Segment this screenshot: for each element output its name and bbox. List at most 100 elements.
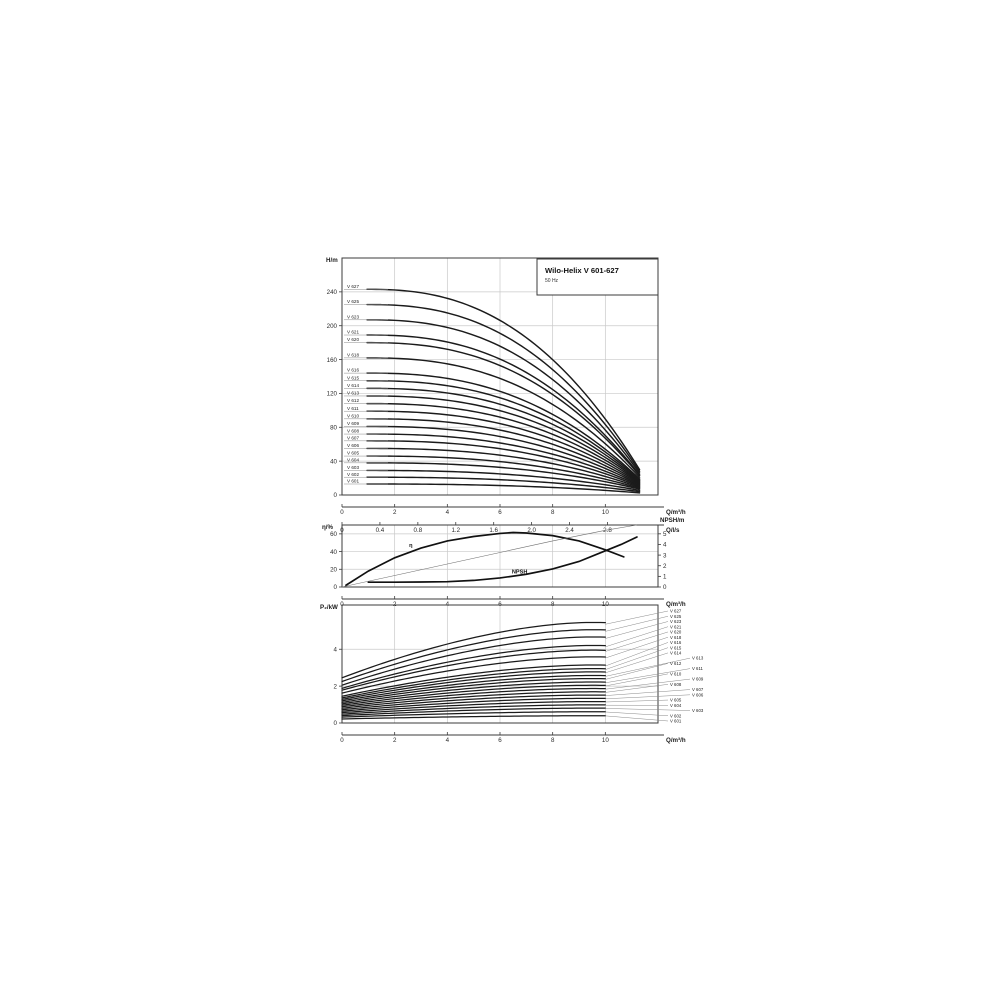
head-curve-v603 [366,469,641,492]
head-label-v604: V 604 [347,457,359,462]
head-label-v606: V 606 [347,443,359,448]
head-label-v605: V 605 [347,451,359,456]
head-curve-v607 [366,440,641,488]
npsh-y-axis-title: NPSH/m [660,517,685,524]
head-curve-v614 [366,387,641,482]
svg-text:2: 2 [393,737,397,744]
head-curve-v621 [366,334,641,476]
power-curve-v627 [341,621,606,679]
curve-npsh [367,536,638,584]
eta-series-labels: η NPSH [409,543,527,576]
head-label-v623: V 623 [347,314,359,319]
chart-title: Wilo-Helix V 601-627 [545,266,619,275]
power-label-v610: V 610 [670,671,682,676]
svg-text:120: 120 [327,391,338,398]
head-curve-v601 [366,483,641,494]
power-curve-v618 [341,656,606,694]
power-label-v621: V 621 [670,624,682,629]
svg-text:8: 8 [551,737,555,744]
head-x-axis-secondary-title: Q/l/s [666,527,680,534]
head-curve-v627 [366,288,641,471]
power-label-v604: V 604 [670,703,682,708]
svg-text:2: 2 [334,683,338,690]
power-chart: V 627 V 625 V 623 V 621 V 620 V 618 V 616 V 615… [300,595,704,745]
head-label-v627: V 627 [347,284,359,289]
head-curve-labels: V 627 V 625 V 623 V 621 V 620 V 618 V 616 V 615… [344,284,388,485]
head-label-v612: V 612 [347,398,359,403]
svg-text:6: 6 [498,737,502,744]
efficiency-npsh-chart: η NPSH 0 20 40 60 η/% 0 1 2 3 4 5 NPSH/m 0 2 4 6 8 10 Q/m³/h [300,515,686,608]
svg-text:10: 10 [602,737,609,744]
svg-text:6: 6 [498,509,502,516]
power-label-v620: V 620 [670,630,682,635]
head-curve-v612 [366,402,641,484]
svg-text:5: 5 [663,531,667,538]
svg-text:4: 4 [663,542,667,549]
head-curve-v615 [366,380,641,481]
power-curve-v616 [341,664,606,697]
head-chart: V 627 V 625 V 623 V 621 V 620 V 618 V 616 V 615… [300,250,686,535]
power-curves [341,621,606,720]
power-label-v607: V 607 [692,687,704,692]
power-curve-v613 [341,674,606,702]
svg-text:20: 20 [330,566,337,573]
power-curve-v615 [341,667,606,699]
power-curve-v602 [341,711,606,718]
head-curve-v604 [366,462,641,490]
svg-text:3: 3 [663,552,667,559]
eta-frame [341,524,659,588]
svg-text:200: 200 [327,323,338,330]
svg-text:160: 160 [327,357,338,364]
npsh-y-axis: 0 1 2 3 4 5 NPSH/m [658,517,685,591]
head-y-axis-title: H/m [326,257,338,264]
power-curve-v611 [341,681,606,705]
head-curve-v623 [366,319,641,474]
svg-text:4: 4 [334,646,338,653]
head-label-v618: V 618 [347,352,359,357]
chart-title-box: Wilo-Helix V 601-627 50 Hz [536,258,659,296]
head-curve-v605 [366,455,641,489]
svg-text:4: 4 [446,737,450,744]
svg-text:0: 0 [340,509,344,516]
head-label-v608: V 608 [347,429,359,434]
eta-y-axis-title: η/% [322,524,333,531]
power-curve-v606 [341,697,606,712]
head-curve-v610 [366,418,641,485]
power-y-axis: 0 2 4 P₂/kW [320,604,342,727]
power-label-v606: V 606 [692,692,704,697]
power-curve-v608 [341,691,606,709]
head-curve-v606 [366,447,641,489]
head-label-v601: V 601 [347,479,359,484]
svg-text:0: 0 [334,492,338,499]
chart-subtitle: 50 Hz [545,278,559,284]
svg-text:2.8: 2.8 [603,527,612,534]
svg-text:1.2: 1.2 [451,527,460,534]
eta-x-axis-title: Q/m³/h [666,601,686,608]
power-x-axis-title: Q/m³/h [666,737,686,744]
svg-text:2.0: 2.0 [527,527,536,534]
power-curve-v601 [341,715,606,720]
svg-text:240: 240 [327,289,338,296]
head-label-v611: V 611 [347,406,359,411]
power-y-axis-title: P₂/kW [320,604,338,611]
head-y-axis: 0 40 80 120 160 200 240 H/m [326,257,342,499]
head-curve-v625 [366,303,641,473]
head-label-v625: V 625 [347,299,359,304]
power-curve-v610 [341,684,606,706]
svg-text:2: 2 [393,509,397,516]
power-curve-v603 [341,707,606,717]
head-curves [366,288,641,494]
svg-text:0: 0 [334,584,338,591]
curve-guide [341,524,637,588]
svg-text:8: 8 [551,509,555,516]
head-label-v610: V 610 [347,413,359,418]
svg-text:1.6: 1.6 [489,527,498,534]
npsh-curve-label: NPSH [512,570,528,576]
power-curve-v607 [341,694,606,711]
head-axes [341,257,659,496]
head-label-v609: V 609 [347,421,359,426]
power-label-v613: V 613 [692,656,704,661]
head-label-v613: V 613 [347,391,359,396]
power-x-axis: 0 2 4 6 8 10 Q/m³/h [340,732,686,744]
